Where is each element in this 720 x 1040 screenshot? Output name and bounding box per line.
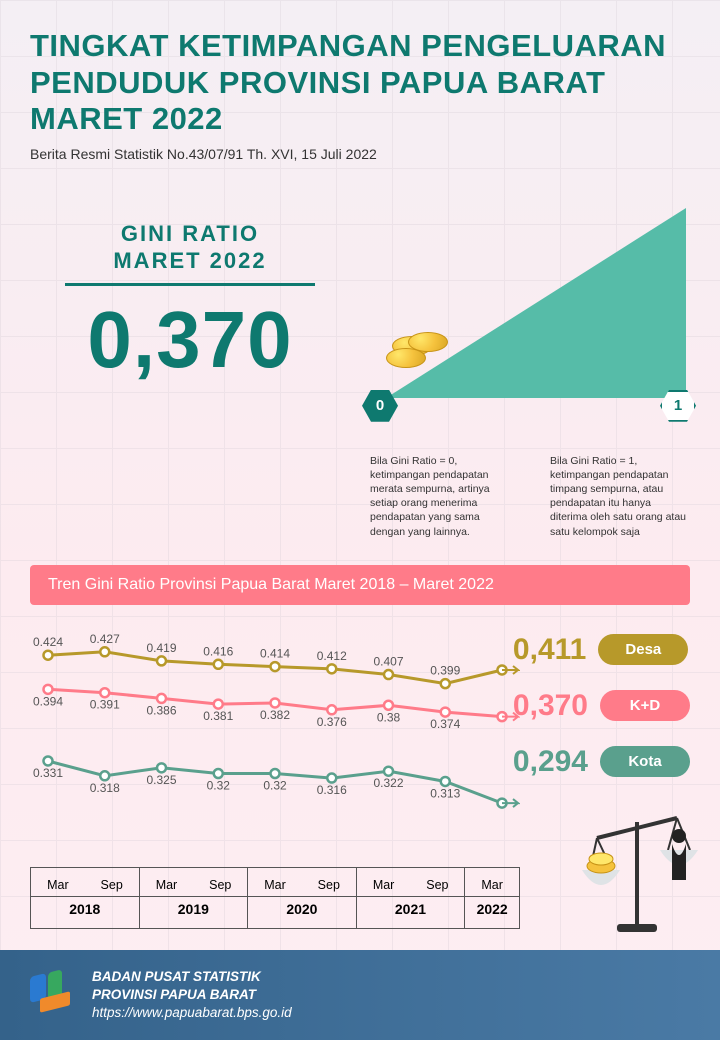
svg-text:0.391: 0.391 [90, 698, 120, 712]
footer: BADAN PUSAT STATISTIK PROVINSI PAPUA BAR… [0, 950, 720, 1040]
legend-item-kd: 0,370 K+D [513, 689, 690, 723]
balance-scale-icon [572, 804, 702, 944]
svg-text:0.381: 0.381 [203, 709, 233, 723]
svg-text:0.386: 0.386 [146, 703, 176, 717]
svg-text:0.394: 0.394 [33, 694, 63, 708]
footer-link[interactable]: https://www.papuabarat.bps.go.id [92, 1005, 292, 1020]
page-title: TINGKAT KETIMPANGAN PENGELUARAN PENDUDUK… [30, 28, 690, 138]
bps-logo-icon [28, 971, 76, 1019]
coins-icon [392, 336, 448, 352]
svg-text:0.322: 0.322 [373, 776, 403, 790]
svg-text:0.416: 0.416 [203, 644, 233, 658]
svg-text:0.414: 0.414 [260, 646, 290, 660]
gini-triangle-diagram: 0 1 [370, 208, 690, 448]
svg-text:0.382: 0.382 [260, 708, 290, 722]
svg-text:0.313: 0.313 [430, 786, 460, 800]
svg-text:0.376: 0.376 [317, 715, 347, 729]
svg-text:0.419: 0.419 [146, 641, 176, 655]
legend-item-kota: 0,294 Kota [513, 745, 690, 779]
svg-text:0.331: 0.331 [33, 766, 63, 780]
page-subtitle: Berita Resmi Statistik No.43/07/91 Th. X… [30, 146, 690, 162]
trend-banner: Tren Gini Ratio Provinsi Papua Barat Mar… [30, 565, 690, 605]
svg-text:0.424: 0.424 [33, 635, 63, 649]
svg-text:0.399: 0.399 [430, 663, 460, 677]
svg-text:0.32: 0.32 [263, 778, 287, 792]
gini-ratio-box: GINI RATIO MARET 2022 0,370 [30, 220, 350, 448]
svg-text:0.38: 0.38 [377, 710, 401, 724]
svg-text:0.427: 0.427 [90, 632, 120, 646]
svg-text:0.374: 0.374 [430, 717, 460, 731]
svg-text:0.316: 0.316 [317, 783, 347, 797]
svg-text:0.32: 0.32 [207, 778, 231, 792]
legend-item-desa: 0,411 Desa [513, 633, 690, 667]
svg-text:0.318: 0.318 [90, 781, 120, 795]
svg-text:0.407: 0.407 [373, 654, 403, 668]
gini-ratio-value: 0,370 [30, 294, 350, 386]
gini-explanation: Bila Gini Ratio = 0, ketimpangan pendapa… [370, 454, 690, 539]
svg-text:0.412: 0.412 [317, 649, 347, 663]
svg-text:0.325: 0.325 [146, 773, 176, 787]
